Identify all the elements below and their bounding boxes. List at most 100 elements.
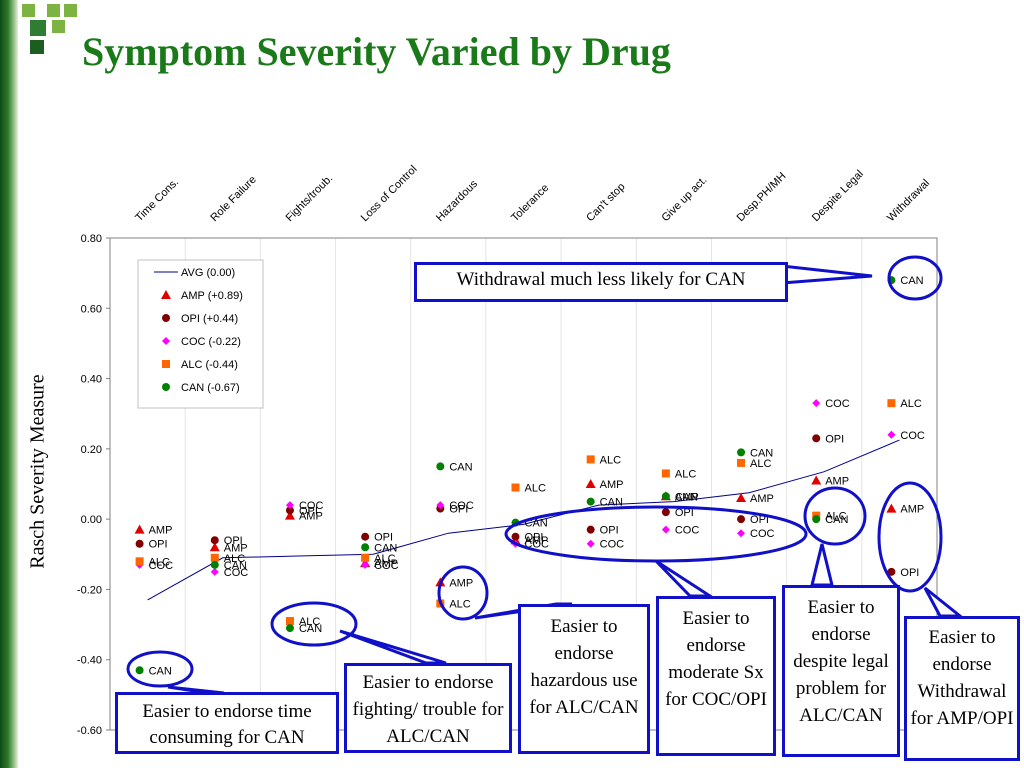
point-label-coc: COC xyxy=(825,398,850,410)
point-label-coc: COC xyxy=(374,560,399,572)
x-category-label: Time Cons. xyxy=(133,176,181,224)
callout-withdrawal-amp: Easier to endorse Withdrawal for AMP/OPI xyxy=(904,616,1020,761)
callout-time-consuming: Easier to endorse time consuming for CAN xyxy=(115,692,339,754)
point-alc xyxy=(737,458,746,467)
point-label-opi: OPI xyxy=(449,504,468,516)
point-amp xyxy=(811,475,822,485)
point-opi xyxy=(661,508,670,517)
point-amp xyxy=(886,503,897,513)
point-label-can: CAN xyxy=(900,275,923,287)
point-coc xyxy=(887,430,896,439)
legend-entry: AVG (0.00) xyxy=(181,267,235,279)
x-category-label: Despite Legal xyxy=(810,168,866,224)
point-label-amp: AMP xyxy=(525,535,549,547)
point-amp xyxy=(736,493,747,503)
point-label-coc: COC xyxy=(149,560,174,572)
point-label-alc: ALC xyxy=(675,468,696,480)
point-label-coc: COC xyxy=(900,430,925,442)
point-label-coc: COC xyxy=(600,539,625,551)
point-label-alc: ALC xyxy=(449,598,470,610)
point-coc xyxy=(361,560,370,569)
callout-pointer-legal xyxy=(810,543,834,587)
x-category-label: Withdrawal xyxy=(885,177,932,224)
legend-entry: AMP (+0.89) xyxy=(181,290,243,302)
point-label-amp: AMP xyxy=(299,511,323,523)
callout-legal-text: Easier to endorse despite legal problem … xyxy=(793,597,889,726)
point-label-opi: OPI xyxy=(149,539,168,551)
x-category-label: Role Failure xyxy=(208,174,258,224)
point-label-coc: COC xyxy=(449,500,474,512)
point-amp xyxy=(585,479,596,488)
point-alc xyxy=(586,455,595,464)
point-can xyxy=(737,448,746,457)
point-label-can: CAN xyxy=(825,514,848,526)
point-alc xyxy=(661,469,670,478)
point-label-amp: AMP xyxy=(374,558,398,570)
point-can xyxy=(361,543,370,552)
point-amp xyxy=(284,510,295,520)
point-label-opi: OPI xyxy=(224,535,243,547)
logo-square-1 xyxy=(22,4,35,17)
point-opi xyxy=(210,536,219,545)
callout-withdrawal-amp-text: Easier to endorse Withdrawal for AMP/OPI xyxy=(910,627,1014,729)
point-coc xyxy=(210,567,219,576)
y-tick-label: -0.60 xyxy=(77,725,102,737)
legend-entry: COC (-0.22) xyxy=(181,336,241,348)
x-category-label: Fights/troub. xyxy=(284,172,336,224)
point-label-alc: ALC xyxy=(149,556,170,568)
x-category-label: Hazardous xyxy=(434,178,480,224)
point-label-amp: AMP xyxy=(750,493,774,505)
point-label-opi: OPI xyxy=(374,532,393,544)
point-alc xyxy=(285,617,294,626)
point-label-opi: OPI xyxy=(525,532,544,544)
x-category-label: Tolerance xyxy=(509,182,551,224)
point-label-alc: ALC xyxy=(750,458,771,470)
point-label-amp: AMP xyxy=(224,542,248,554)
legend-marker-can xyxy=(162,383,170,391)
point-opi xyxy=(361,532,370,541)
page-title: Symptom Severity Varied by Drug xyxy=(82,29,671,74)
y-tick-label: 0.80 xyxy=(81,233,102,245)
point-opi xyxy=(511,532,520,541)
point-label-can: CAN xyxy=(299,623,322,635)
legend-marker-coc xyxy=(162,337,170,345)
legend-box xyxy=(137,259,264,409)
callout-ellipse-hazardous xyxy=(437,565,489,621)
point-label-opi: OPI xyxy=(675,507,694,519)
point-alc xyxy=(887,399,896,408)
legend-marker-alc xyxy=(162,360,170,368)
point-opi xyxy=(586,525,595,534)
y-tick-label: 0.00 xyxy=(81,514,102,526)
point-label-alc: ALC xyxy=(900,398,921,410)
checker-logo xyxy=(22,4,77,54)
point-label-alc: ALC xyxy=(299,616,320,628)
point-can xyxy=(210,560,219,569)
point-label-coc: COC xyxy=(299,500,324,512)
callout-moderate: Easier to endorse moderate Sx for COC/OP… xyxy=(656,596,776,756)
point-opi xyxy=(737,515,746,524)
point-label-amp: AMP xyxy=(825,475,849,487)
point-label-alc: ALC xyxy=(600,454,621,466)
callout-pointer-fights xyxy=(339,629,447,665)
point-coc xyxy=(285,501,294,510)
x-category-label: Give up act. xyxy=(659,174,709,224)
point-label-alc: ALC xyxy=(374,553,395,565)
point-label-can: CAN xyxy=(224,560,247,572)
y-tick-label: -0.20 xyxy=(77,584,102,596)
avg-line xyxy=(147,439,900,601)
callout-time-consuming-text: Easier to endorse time consuming for CAN xyxy=(142,701,312,748)
point-alc xyxy=(210,553,219,562)
callout-withdrawal-can-text: Withdrawal much less likely for CAN xyxy=(456,269,746,290)
logo-square-3 xyxy=(64,4,77,17)
legend-entry: ALC (-0.44) xyxy=(181,359,238,371)
point-label-opi: OPI xyxy=(299,505,318,517)
point-label-coc: COC xyxy=(750,528,775,540)
point-coc xyxy=(661,525,670,534)
legend-entry: CAN (-0.67) xyxy=(181,382,240,394)
callout-pointer-withdrawal-can xyxy=(780,264,873,285)
point-label-can: CAN xyxy=(374,542,397,554)
y-tick-label: 0.20 xyxy=(81,444,102,456)
point-label-alc: ALC xyxy=(224,553,245,565)
logo-square-2 xyxy=(47,4,60,17)
